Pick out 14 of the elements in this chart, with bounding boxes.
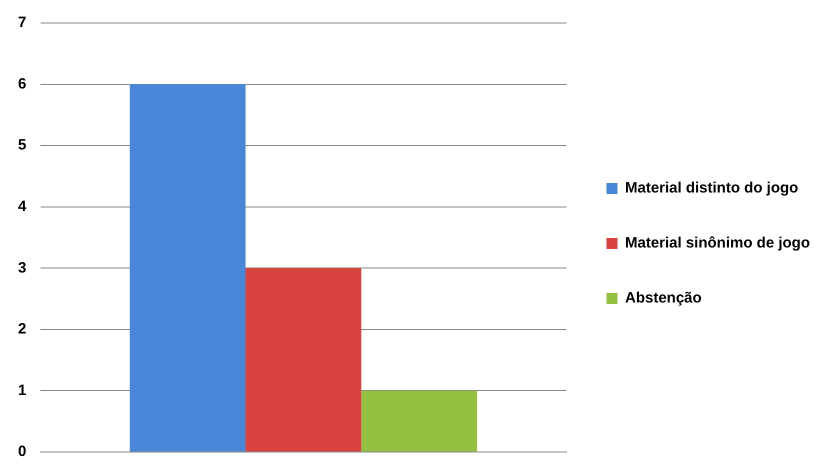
y-tick-label: 6 <box>18 75 26 92</box>
y-tick-label: 5 <box>18 136 26 154</box>
legend-label: Material distinto do jogo <box>624 180 798 197</box>
y-tick-label: 2 <box>18 320 26 338</box>
bar <box>246 268 362 452</box>
legend-label: Abstenção <box>624 290 702 307</box>
y-tick-label: 3 <box>18 259 26 276</box>
y-tick-label: 4 <box>18 198 27 215</box>
y-tick-label: 0 <box>18 443 26 460</box>
bar <box>130 84 246 452</box>
y-tick-label: 7 <box>18 14 26 32</box>
y-tick-label: 1 <box>18 382 26 399</box>
bar <box>361 390 478 452</box>
legend-label: Material sinônimo de jogo <box>624 234 810 252</box>
